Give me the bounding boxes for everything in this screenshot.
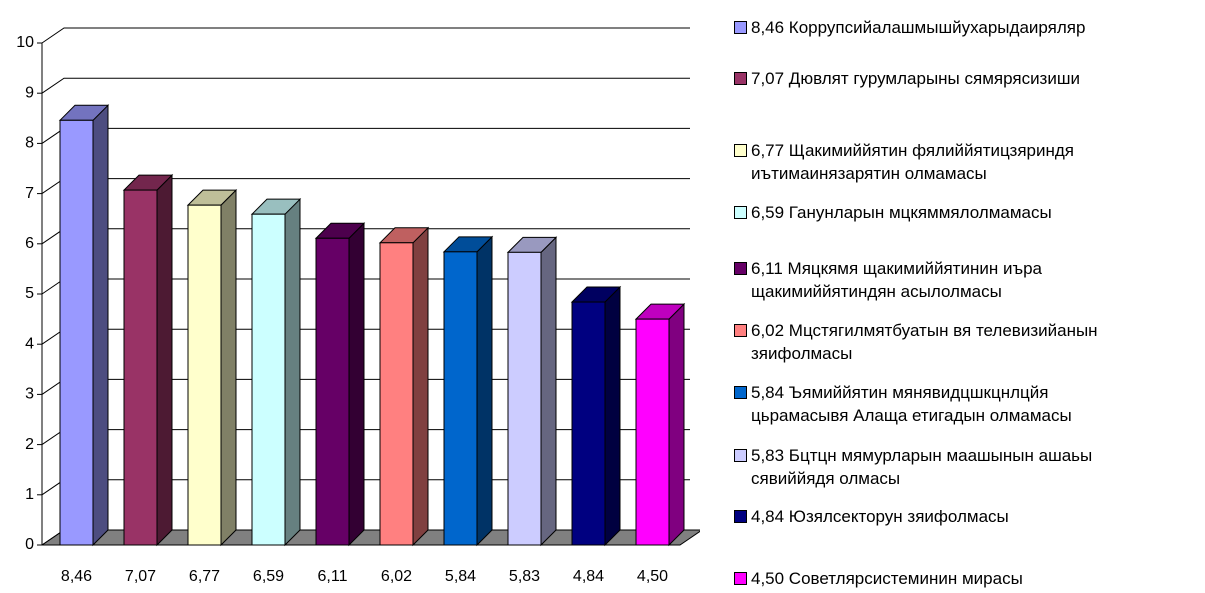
x-tick-label: 6,02 [381, 568, 412, 585]
bar [187, 204, 222, 546]
y-tick-label: 8 [25, 135, 34, 152]
legend-swatch [734, 386, 747, 399]
legend-label: 8,46 Коррупсийалашмышйухарыдаиряляр [751, 18, 1086, 37]
bar-side [156, 173, 173, 547]
bar-side [476, 235, 493, 547]
x-tick-label: 6,59 [253, 568, 284, 585]
y-tick-label: 6 [25, 235, 34, 252]
x-tick-label: 8,46 [61, 568, 92, 585]
y-tick-label: 1 [25, 486, 34, 503]
y-tick-label: 10 [16, 34, 34, 51]
y-tick-label: 7 [25, 185, 34, 202]
legend-item: 6,02 Мцстягилмятбуатын вя телевизийанын … [734, 319, 1204, 365]
bar-side [668, 302, 685, 547]
legend-item: 5,83 Бцтцн мямурларын маашынын ашаьы сяв… [734, 444, 1204, 490]
bar [379, 242, 414, 546]
legend-item: 8,46 Коррупсийалашмышйухарыдаиряляр [734, 16, 1204, 39]
legend-label: 4,50 Советлярсистеминин мирасы [751, 569, 1023, 588]
bar [635, 318, 670, 546]
x-tick-label: 4,50 [637, 568, 668, 585]
bar-side [284, 197, 301, 547]
legend-swatch [734, 206, 747, 219]
legend-swatch [734, 324, 747, 337]
bar-side [412, 226, 429, 547]
bar-side [220, 188, 237, 547]
bar-side [92, 104, 109, 547]
plot: 0 1 2 3 4 5 6 7 8 9 10 8,46 7,07 6,77 6,59 6,11 6,02 5,84… [16, 27, 700, 585]
legend-swatch [734, 72, 747, 85]
x-tick-label: 5,83 [509, 568, 540, 585]
y-tick-label: 2 [25, 436, 34, 453]
legend-item: 6,11 Мяцкямя щакимиййятинин иъра щакимий… [734, 257, 1204, 303]
legend-item: 6,59 Ганунларын мцкяммялолмамасы [734, 201, 1204, 224]
legend-swatch [734, 21, 747, 34]
bar-side [540, 236, 557, 547]
legend-swatch [734, 572, 747, 585]
grid-line [41, 27, 690, 44]
legend-swatch [734, 144, 747, 157]
y-tick-label: 9 [25, 84, 34, 101]
legend-label: 6,11 Мяцкямя щакимиййятинин иъра щакимий… [751, 259, 1042, 301]
legend-label: 6,02 Мцстягилмятбуатын вя телевизийанын … [751, 321, 1098, 363]
x-tick-label: 5,84 [445, 568, 476, 585]
bar [443, 251, 478, 546]
legend-item: 4,50 Советлярсистеминин мирасы [734, 567, 1204, 590]
x-tick-label: 6,77 [189, 568, 220, 585]
legend-label: 4,84 Юзялсекторун зяифолмасы [751, 507, 1009, 526]
bar [571, 301, 606, 546]
bar [251, 213, 286, 546]
bar [315, 237, 350, 546]
legend-item: 5,84 Ъямиййятин мянявидцшкцнлцйя цьрамас… [734, 381, 1204, 427]
legend-swatch [734, 510, 747, 523]
legend-item: 4,84 Юзялсекторун зяифолмасы [734, 505, 1204, 528]
bar [507, 251, 542, 546]
legend-swatch [734, 262, 747, 275]
legend-item: 6,77 Щакимиййятин фялиййятицзяриндя иъти… [734, 139, 1204, 185]
bar-side [604, 285, 621, 547]
bar [123, 189, 158, 546]
x-tick-label: 7,07 [125, 568, 156, 585]
bar [59, 119, 94, 546]
legend-swatch [734, 449, 747, 462]
legend-item: 7,07 Дювлят гурумларыны сямярясизиши [734, 67, 1204, 90]
legend-label: 5,84 Ъямиййятин мянявидцшкцнлцйя цьрамас… [751, 383, 1072, 425]
grid-line [41, 77, 690, 94]
y-tick-label: 0 [25, 536, 34, 553]
x-tick-label: 4,84 [573, 568, 604, 585]
x-tick-label: 6,11 [318, 568, 348, 585]
legend-label: 5,83 Бцтцн мямурларын маашынын ашаьы сяв… [751, 446, 1093, 488]
legend-label: 6,77 Щакимиййятин фялиййятицзяриндя иъти… [751, 141, 1075, 183]
y-tick-label: 4 [25, 335, 34, 352]
y-tick-label: 5 [25, 285, 34, 302]
bar-side [348, 222, 365, 547]
y-tick-label: 3 [25, 386, 34, 403]
legend-label: 6,59 Ганунларын мцкяммялолмамасы [751, 203, 1052, 222]
legend-label: 7,07 Дювлят гурумларыны сямярясизиши [751, 69, 1080, 88]
grid-line [41, 127, 690, 144]
